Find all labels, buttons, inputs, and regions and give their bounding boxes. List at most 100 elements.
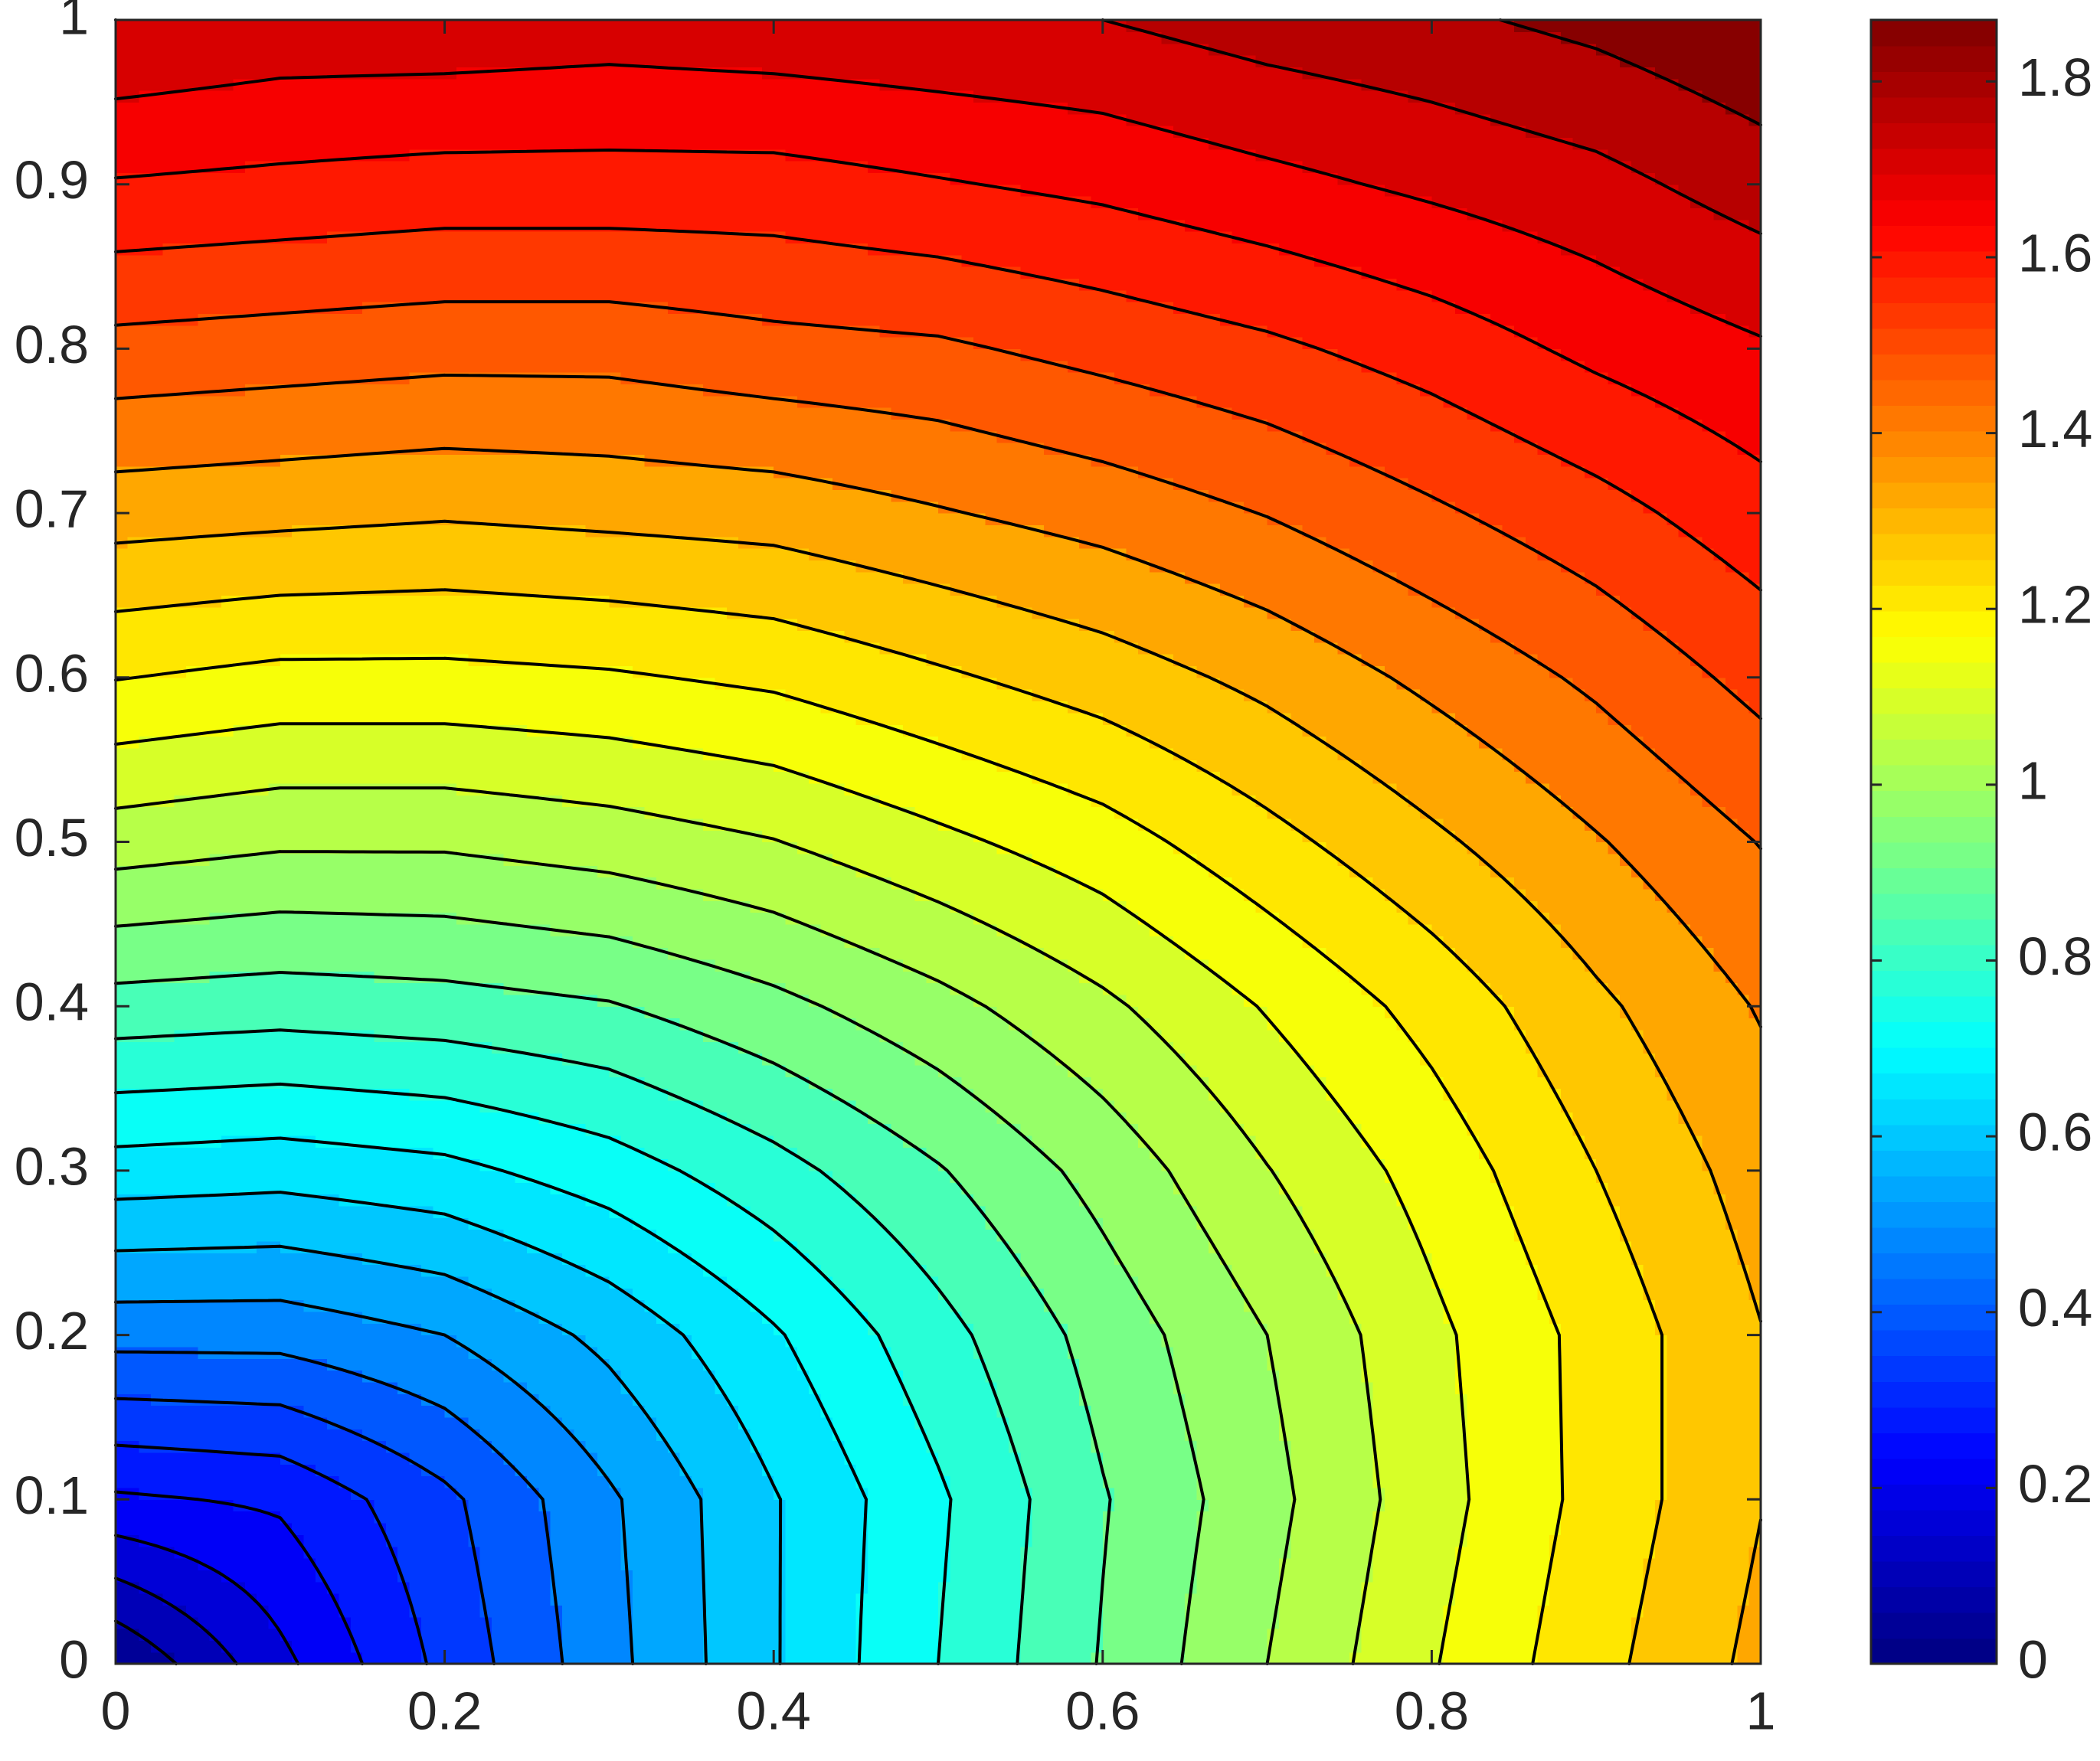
field-cell xyxy=(1584,1616,1597,1629)
field-cell xyxy=(1102,1393,1115,1407)
field-cell xyxy=(1737,1440,1750,1453)
field-cell xyxy=(644,1288,657,1301)
field-cell xyxy=(280,1522,293,1535)
field-cell xyxy=(550,1393,563,1407)
field-cell xyxy=(1443,1640,1456,1653)
field-cell xyxy=(397,1605,411,1618)
field-cell xyxy=(550,1557,563,1570)
field-cell xyxy=(750,1346,763,1359)
field-cell xyxy=(796,1323,810,1336)
field-cell xyxy=(362,1276,375,1289)
field-cell xyxy=(726,1640,739,1653)
field-cell xyxy=(668,1628,681,1641)
field-cell xyxy=(268,1288,281,1301)
field-cell xyxy=(1748,1652,1761,1665)
field-cell xyxy=(609,1605,622,1618)
field-cell xyxy=(715,1264,728,1277)
field-cell xyxy=(491,1487,504,1500)
field-cell xyxy=(796,1182,810,1195)
field-cell xyxy=(515,1370,528,1383)
field-cell xyxy=(585,1299,598,1312)
field-cell xyxy=(1372,1616,1385,1629)
field-cell xyxy=(1702,1346,1715,1359)
field-cell xyxy=(879,1511,892,1524)
field-cell xyxy=(1455,1605,1468,1618)
field-cell xyxy=(515,1511,528,1524)
field-cell xyxy=(198,1217,211,1230)
field-cell xyxy=(1102,1429,1115,1442)
field-cell xyxy=(679,1440,692,1453)
field-cell xyxy=(844,1170,857,1183)
field-cell xyxy=(186,1475,198,1488)
field-cell xyxy=(855,1323,868,1336)
field-cell xyxy=(233,1253,246,1266)
field-cell xyxy=(961,1405,974,1418)
field-cell xyxy=(1302,1381,1315,1394)
field-cell xyxy=(1490,1405,1503,1418)
field-cell xyxy=(738,1581,751,1594)
field-cell xyxy=(1243,1616,1256,1629)
field-cell xyxy=(1443,1557,1456,1570)
field-cell xyxy=(1725,1593,1738,1606)
field-cell xyxy=(1608,1570,1621,1583)
field-cell xyxy=(867,1393,880,1407)
field-cell xyxy=(668,1405,681,1418)
field-cell xyxy=(902,1229,915,1242)
field-cell xyxy=(1572,1487,1585,1500)
field-cell xyxy=(1044,1335,1057,1348)
field-cell xyxy=(809,1511,822,1524)
field-cell xyxy=(1055,1652,1068,1665)
field-cell xyxy=(902,1452,915,1465)
field-cell xyxy=(1667,1358,1680,1371)
field-cell xyxy=(503,1640,516,1653)
field-cell xyxy=(973,1570,986,1583)
field-cell xyxy=(996,1335,1009,1348)
field-cell xyxy=(796,1534,810,1547)
field-cell xyxy=(468,1229,481,1242)
field-cell xyxy=(1161,1616,1174,1629)
field-cell xyxy=(1643,1628,1656,1641)
field-cell xyxy=(1079,1475,1092,1488)
field-cell xyxy=(139,1182,152,1195)
field-cell xyxy=(1443,1346,1456,1359)
field-cell xyxy=(186,1616,198,1629)
field-cell xyxy=(397,1534,411,1547)
field-cell xyxy=(397,1499,411,1512)
field-cell xyxy=(139,1546,152,1559)
field-cell xyxy=(527,1640,539,1653)
field-cell xyxy=(1608,1511,1621,1524)
field-cell xyxy=(668,1546,681,1559)
field-cell xyxy=(891,1534,904,1547)
field-cell xyxy=(315,1440,328,1453)
field-cell xyxy=(515,1323,528,1336)
field-cell xyxy=(327,1229,340,1242)
field-cell xyxy=(503,1346,516,1359)
field-cell xyxy=(139,1194,152,1207)
field-cell xyxy=(867,1581,880,1594)
field-cell xyxy=(985,1323,998,1336)
field-cell xyxy=(174,1475,187,1488)
field-cell xyxy=(198,1405,211,1418)
field-cell xyxy=(574,1405,587,1418)
field-cell xyxy=(116,1475,128,1488)
field-cell xyxy=(139,1616,152,1629)
field-cell xyxy=(726,1616,739,1629)
field-cell xyxy=(1208,1616,1221,1629)
field-cell xyxy=(327,1440,340,1453)
field-cell xyxy=(503,1416,516,1429)
field-cell xyxy=(1150,1346,1163,1359)
field-cell xyxy=(468,1311,481,1324)
field-cell xyxy=(761,1557,774,1570)
field-cell xyxy=(950,1416,963,1429)
field-cell xyxy=(1537,1487,1550,1500)
field-cell xyxy=(1689,1335,1703,1348)
field-cell xyxy=(1126,1511,1139,1524)
field-cell xyxy=(550,1487,563,1500)
field-cell xyxy=(1361,1487,1374,1500)
field-cell xyxy=(1290,1464,1304,1477)
field-cell xyxy=(1572,1499,1585,1512)
field-cell xyxy=(644,1170,657,1183)
field-cell xyxy=(1396,1605,1409,1618)
field-cell xyxy=(726,1452,739,1465)
field-cell xyxy=(1349,1534,1362,1547)
